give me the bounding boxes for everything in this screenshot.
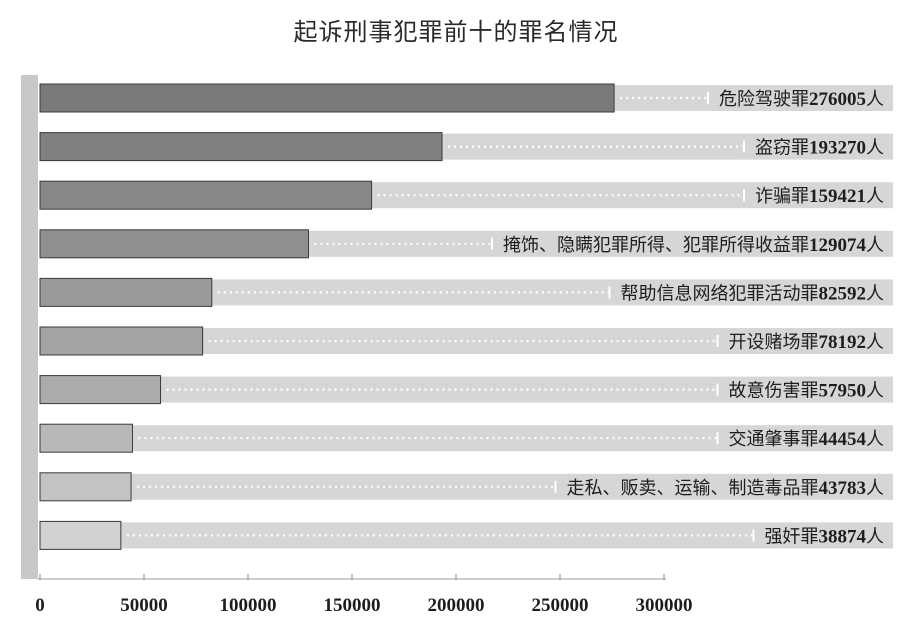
bar (39, 132, 443, 162)
bar-label: 故意伤害罪57950人 (729, 381, 885, 402)
bar-label: 强奸罪38874人 (765, 526, 885, 547)
x-tick-label: 150000 (324, 595, 381, 616)
x-tick-label: 50000 (120, 595, 168, 616)
bar (39, 375, 162, 405)
x-tick-label: 0 (35, 595, 45, 616)
bar (39, 472, 132, 502)
bar (39, 326, 204, 356)
chart-title: 起诉刑事犯罪前十的罪名情况 (293, 18, 619, 46)
bar (39, 83, 615, 113)
bar-track (40, 376, 893, 403)
x-tick-label: 250000 (532, 595, 589, 616)
bar-label: 危险驾驶罪276005人 (719, 89, 884, 110)
bar (39, 520, 122, 550)
bar (39, 229, 309, 259)
y-axis-strip (21, 75, 38, 579)
bar (39, 180, 373, 210)
bar-label: 走私、贩卖、运输、制造毒品罪43783人 (567, 478, 885, 499)
x-tick-label: 100000 (220, 595, 277, 616)
bar-label: 掩饰、隐瞒犯罪所得、犯罪所得收益罪129074人 (503, 235, 884, 256)
bar (39, 423, 133, 453)
x-tick-label: 300000 (636, 595, 693, 616)
bar-label: 开设赌场罪78192人 (729, 332, 885, 353)
bar-label: 帮助信息网络犯罪活动罪82592人 (621, 283, 885, 304)
bar-track (40, 473, 893, 500)
bar-label: 诈骗罪159421人 (755, 186, 884, 207)
bar (39, 277, 213, 307)
x-tick-label: 200000 (428, 595, 485, 616)
bar-label: 交通肇事罪44454人 (729, 429, 885, 450)
bar-label: 盗窃罪193270人 (755, 138, 884, 159)
